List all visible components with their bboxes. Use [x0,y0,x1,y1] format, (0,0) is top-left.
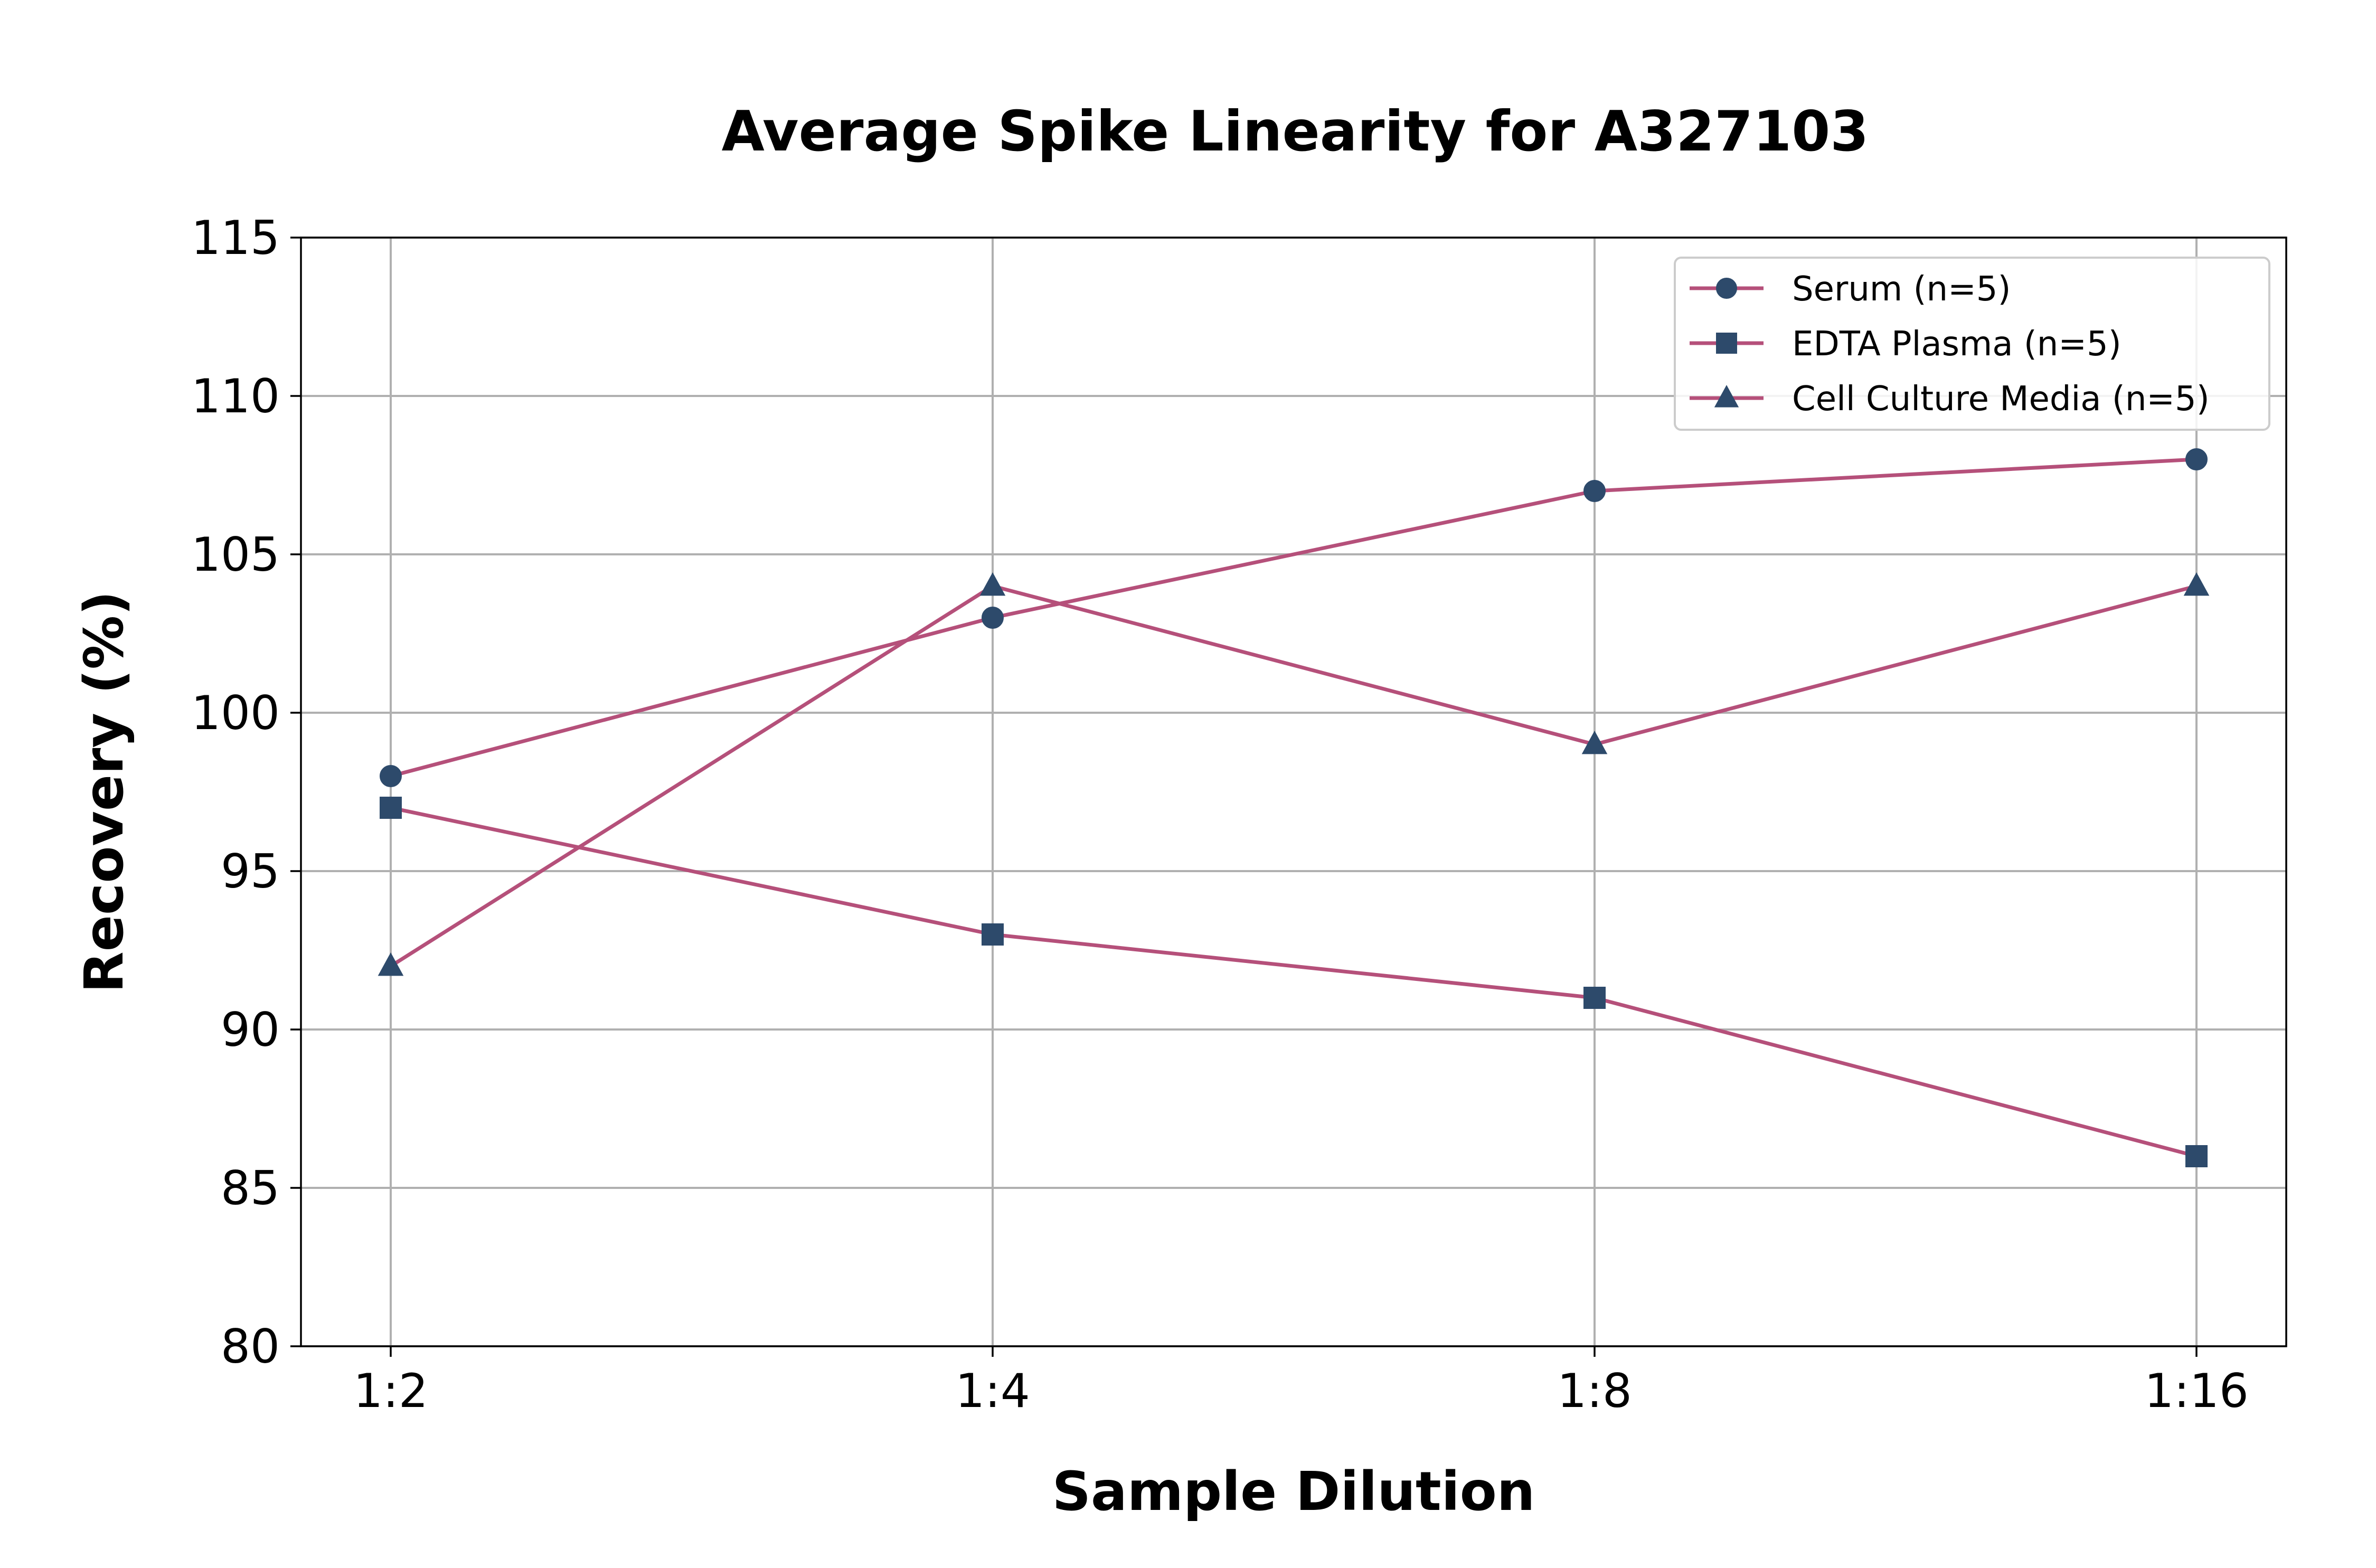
series-line [390,584,2197,968]
data-point [2183,572,2210,596]
data-point [1581,730,1608,754]
data-point [2185,1145,2208,1167]
series-1 [380,448,2208,787]
data-point [378,952,404,976]
series-2 [380,797,2208,1167]
data-point [982,607,1004,629]
y-tick-label: 90 [221,1003,280,1057]
y-tick-label: 100 [191,686,280,740]
x-tick-label: 1:2 [353,1364,428,1418]
legend-item: Cell Culture Media (n=5) [1690,380,2210,419]
x-tick-label: 1:4 [955,1364,1030,1418]
data-point [1583,987,1606,1009]
plot-frame [300,237,2287,1347]
y-tick-label: 85 [221,1161,280,1215]
data-point [1583,480,1606,502]
series-line [390,457,2197,778]
legend-label: Cell Culture Media (n=5) [1792,380,2210,419]
legend-marker [1714,385,1739,408]
series-layer [378,448,2210,1167]
y-tick-label: 115 [191,211,280,265]
series-line [390,806,2197,1158]
y-tick-label: 105 [191,527,280,582]
y-axis-label: Recovery (%) [73,591,136,993]
data-point [982,923,1004,946]
legend: Serum (n=5) EDTA Plasma (n=5) Cell Culture… [1674,257,2270,431]
legend-item: Serum (n=5) [1690,270,2011,309]
y-tick-label: 80 [221,1319,280,1374]
data-point [380,765,402,787]
data-point [2185,448,2208,470]
y-tick-label: 110 [191,369,280,423]
legend-item: EDTA Plasma (n=5) [1690,325,2122,364]
data-point [380,797,402,819]
y-tick-label: 95 [221,844,280,899]
ticks: 80 85 90 95 100 105 110 115 1:2 1:4 1:8 1:16 [191,211,2249,1418]
series-3 [378,572,2210,976]
legend-marker [1716,278,1737,299]
legend-box [1674,257,2270,431]
chart-title: Average Spike Linearity for A327103 [722,99,1869,164]
legend-marker [1716,333,1737,354]
legend-label: Serum (n=5) [1792,270,2011,309]
x-tick-label: 1:16 [2144,1364,2249,1418]
x-tick-label: 1:8 [1557,1364,1632,1418]
legend-label: EDTA Plasma (n=5) [1792,325,2122,364]
data-point [979,572,1006,596]
x-axis-label: Sample Dilution [1052,1460,1535,1523]
